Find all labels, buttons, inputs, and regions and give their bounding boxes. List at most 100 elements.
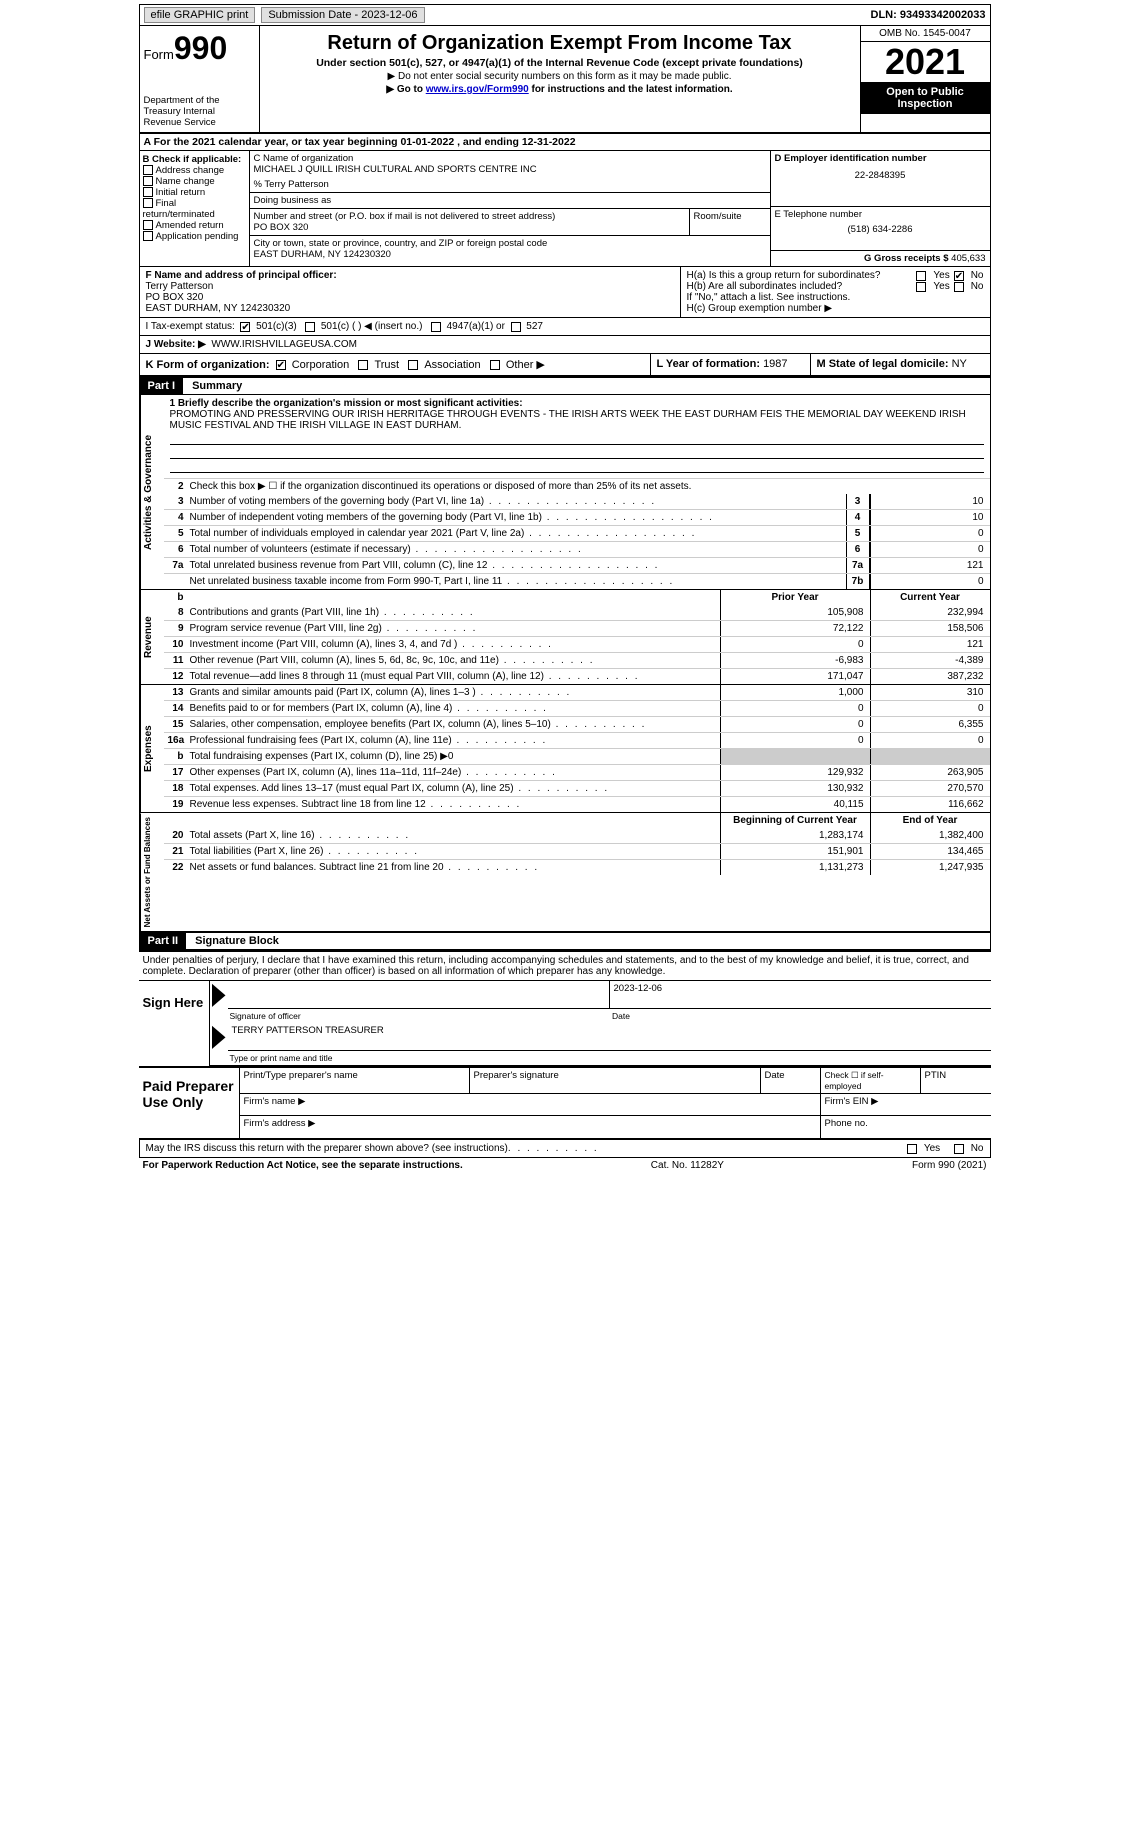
discuss-yes[interactable]	[907, 1144, 917, 1154]
summary-line: 22Net assets or fund balances. Subtract …	[164, 859, 990, 875]
checkbox-final-return[interactable]	[143, 198, 153, 208]
summary-net-assets: Net Assets or Fund Balances Beginning of…	[139, 813, 991, 932]
row-j: J Website: ▶ WWW.IRISHVILLAGEUSA.COM	[139, 336, 991, 354]
blank-line	[170, 433, 984, 445]
checkbox-501c[interactable]	[305, 322, 315, 332]
signature-intro: Under penalties of perjury, I declare th…	[139, 950, 991, 980]
arrow-icon	[212, 983, 226, 1007]
line-2: Check this box ▶ ☐ if the organization d…	[188, 479, 990, 494]
summary-line: 16aProfessional fundraising fees (Part I…	[164, 732, 990, 748]
checkbox-association[interactable]	[408, 360, 418, 370]
checkbox-trust[interactable]	[358, 360, 368, 370]
dept-label: Department of the Treasury Internal Reve…	[144, 95, 255, 128]
hb-yes[interactable]	[916, 282, 926, 292]
firm-addr-label: Firm's address ▶	[240, 1116, 821, 1138]
year-formation-value: 1987	[763, 358, 787, 370]
block-bcd: B Check if applicable: Address change Na…	[139, 151, 991, 267]
row-i: I Tax-exempt status: 501(c)(3) 501(c) ( …	[139, 318, 991, 336]
year-formation-label: L Year of formation:	[657, 358, 764, 370]
hb-no[interactable]	[954, 282, 964, 292]
part-2-title: Signature Block	[189, 933, 285, 949]
checkbox-initial-return[interactable]	[143, 187, 153, 197]
top-bar: efile GRAPHIC print Submission Date - 20…	[139, 4, 991, 26]
officer-city: EAST DURHAM, NY 124230320	[146, 303, 291, 314]
state-domicile-value: NY	[952, 358, 967, 370]
hb-label: H(b) Are all subordinates included?	[687, 281, 843, 292]
care-of: % Terry Patterson	[254, 179, 766, 190]
tax-year: 2021	[861, 42, 990, 82]
arrow-icon	[212, 1025, 226, 1049]
prep-date-label: Date	[761, 1068, 821, 1093]
part-1-title: Summary	[186, 378, 248, 394]
ha-no[interactable]	[954, 271, 964, 281]
summary-line: 5Total number of individuals employed in…	[164, 525, 990, 541]
page-footer: For Paperwork Reduction Act Notice, see …	[139, 1158, 991, 1173]
summary-line: 7aTotal unrelated business revenue from …	[164, 557, 990, 573]
col-current-year: Current Year	[870, 590, 990, 605]
open-to-public: Open to Public Inspection	[861, 82, 990, 114]
checkbox-amended[interactable]	[143, 220, 153, 230]
discuss-label: May the IRS discuss this return with the…	[146, 1143, 508, 1154]
checkbox-other[interactable]	[490, 360, 500, 370]
row-a-period: A For the 2021 calendar year, or tax yea…	[139, 132, 991, 151]
hb-note: If "No," attach a list. See instructions…	[687, 292, 984, 303]
checkbox-4947[interactable]	[431, 322, 441, 332]
part-2-header: Part II Signature Block	[139, 932, 991, 950]
vtab-net-assets: Net Assets or Fund Balances	[140, 813, 164, 931]
summary-line: 13Grants and similar amounts paid (Part …	[164, 685, 990, 700]
section-d: D Employer identification number 22-2848…	[770, 151, 990, 266]
officer-label: F Name and address of principal officer:	[146, 270, 337, 281]
summary-expenses: Expenses 13Grants and similar amounts pa…	[139, 685, 991, 813]
summary-line: 6Total number of volunteers (estimate if…	[164, 541, 990, 557]
part-2-badge: Part II	[140, 933, 187, 949]
summary-governance: Activities & Governance 1 Briefly descri…	[139, 395, 991, 590]
officer-name: Terry Patterson	[146, 281, 214, 292]
ha-label: H(a) Is this a group return for subordin…	[687, 270, 881, 281]
part-1-badge: Part I	[140, 378, 184, 394]
vtab-governance: Activities & Governance	[140, 395, 164, 589]
summary-line: 3Number of voting members of the governi…	[164, 494, 990, 509]
officer-street: PO BOX 320	[146, 292, 204, 303]
sign-here-label: Sign Here	[139, 981, 209, 1066]
room-suite-label: Room/suite	[690, 209, 770, 236]
ein-label: D Employer identification number	[775, 153, 986, 164]
street-label: Number and street (or P.O. box if mail i…	[254, 211, 685, 222]
paid-preparer-block: Paid Preparer Use Only Print/Type prepar…	[139, 1066, 991, 1140]
type-name-label: Type or print name and title	[226, 1051, 991, 1065]
paid-preparer-label: Paid Preparer Use Only	[139, 1068, 239, 1138]
form-title: Return of Organization Exempt From Incom…	[264, 32, 856, 55]
phone-label: E Telephone number	[775, 209, 986, 220]
discuss-no[interactable]	[954, 1144, 964, 1154]
ha-yes[interactable]	[916, 271, 926, 281]
hc-label: H(c) Group exemption number ▶	[687, 303, 984, 314]
paperwork-notice: For Paperwork Reduction Act Notice, see …	[143, 1160, 463, 1171]
vtab-revenue: Revenue	[140, 590, 164, 684]
irs-link[interactable]: www.irs.gov/Form990	[426, 84, 529, 95]
ptin-label: PTIN	[921, 1068, 991, 1093]
submission-date-button[interactable]: Submission Date - 2023-12-06	[261, 7, 424, 23]
row-k: K Form of organization: Corporation Trus…	[139, 354, 991, 377]
checkbox-address-change[interactable]	[143, 165, 153, 175]
checkbox-501c3[interactable]	[240, 322, 250, 332]
website-value: WWW.IRISHVILLAGEUSA.COM	[211, 339, 357, 350]
vtab-expenses: Expenses	[140, 685, 164, 812]
org-name-label: C Name of organization	[254, 153, 766, 164]
efile-print-button[interactable]: efile GRAPHIC print	[144, 7, 256, 23]
checkbox-corporation[interactable]	[276, 360, 286, 370]
summary-line: bTotal fundraising expenses (Part IX, co…	[164, 748, 990, 764]
checkbox-application-pending[interactable]	[143, 231, 153, 241]
summary-line: 20Total assets (Part X, line 16)1,283,17…	[164, 828, 990, 843]
summary-line: 15Salaries, other compensation, employee…	[164, 716, 990, 732]
firm-name-label: Firm's name ▶	[240, 1094, 821, 1115]
summary-line: 14Benefits paid to or for members (Part …	[164, 700, 990, 716]
col-end-year: End of Year	[870, 813, 990, 828]
section-c: C Name of organization MICHAEL J QUILL I…	[250, 151, 770, 266]
sign-here-block: Sign Here 2023-12-06 Signature of office…	[139, 980, 991, 1066]
summary-line: 17Other expenses (Part IX, column (A), l…	[164, 764, 990, 780]
checkbox-527[interactable]	[511, 322, 521, 332]
dln-label: DLN: 93493342002033	[871, 9, 986, 21]
summary-line: 11Other revenue (Part VIII, column (A), …	[164, 652, 990, 668]
sig-date-label: Date	[608, 1009, 991, 1023]
col-prior-year: Prior Year	[720, 590, 870, 605]
checkbox-name-change[interactable]	[143, 176, 153, 186]
